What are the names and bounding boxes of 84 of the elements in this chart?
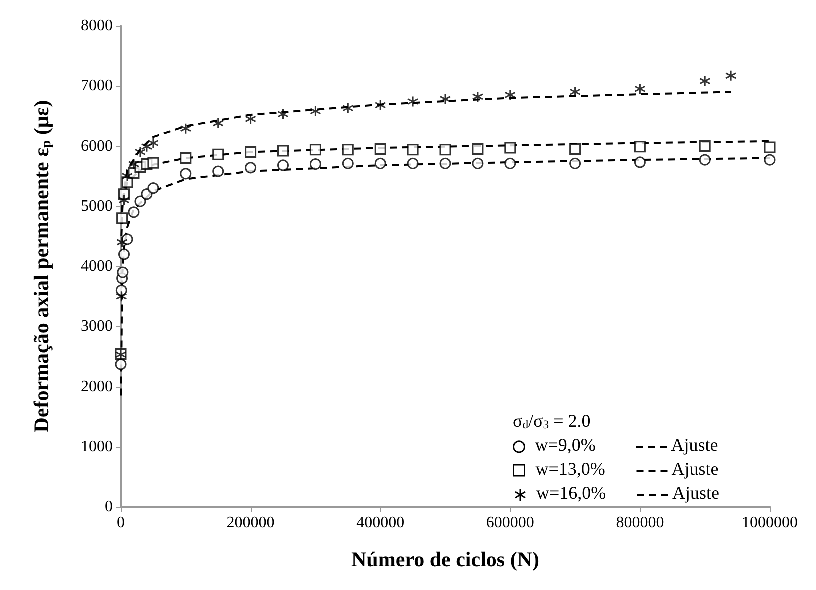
point bbox=[342, 144, 354, 156]
point bbox=[407, 144, 419, 156]
point bbox=[634, 141, 646, 153]
y-tick-label: 6000 bbox=[81, 138, 113, 155]
x-axis-title: Número de ciclos (N) bbox=[352, 548, 540, 572]
point bbox=[148, 157, 160, 169]
point bbox=[342, 102, 354, 114]
point bbox=[764, 142, 776, 154]
point bbox=[472, 144, 484, 156]
point bbox=[440, 158, 452, 170]
point bbox=[148, 182, 160, 194]
y-tick-label: 0 bbox=[105, 498, 113, 516]
point bbox=[725, 70, 737, 82]
point bbox=[115, 358, 127, 370]
point bbox=[570, 158, 582, 170]
point bbox=[634, 83, 646, 95]
legend-label: Ajuste bbox=[672, 459, 719, 479]
point bbox=[134, 196, 146, 208]
legend-label: Ajuste bbox=[671, 435, 718, 455]
point bbox=[141, 141, 153, 153]
point bbox=[472, 158, 484, 170]
y-tick-label: 5000 bbox=[81, 198, 113, 215]
point bbox=[117, 266, 129, 278]
point bbox=[440, 94, 452, 106]
point bbox=[118, 248, 130, 260]
point bbox=[116, 236, 128, 248]
legend-label: w=9,0% bbox=[535, 435, 596, 455]
point bbox=[472, 91, 484, 103]
y-tick-label: 7000 bbox=[81, 78, 113, 95]
point bbox=[699, 76, 711, 88]
x-tick-label: 200000 bbox=[226, 514, 275, 532]
point bbox=[180, 168, 192, 180]
point bbox=[504, 89, 516, 101]
x-tick-label: 800000 bbox=[616, 514, 664, 532]
legend-label: Ajuste bbox=[672, 483, 720, 503]
y-tick-label: 2000 bbox=[81, 378, 113, 396]
point bbox=[440, 144, 452, 156]
point bbox=[245, 146, 257, 158]
point bbox=[128, 206, 140, 218]
point bbox=[278, 108, 289, 120]
point bbox=[212, 118, 224, 130]
x-tick-label: 0 bbox=[117, 514, 125, 532]
point bbox=[570, 144, 582, 156]
point bbox=[122, 170, 134, 182]
point bbox=[374, 144, 386, 156]
x-tick-label: 1000000 bbox=[742, 514, 798, 532]
y-tick-label: 3000 bbox=[81, 318, 113, 336]
point bbox=[342, 158, 354, 170]
point bbox=[278, 145, 289, 157]
point bbox=[374, 158, 386, 170]
y-tick-label: 8000 bbox=[81, 18, 113, 34]
point bbox=[212, 166, 224, 178]
point bbox=[310, 144, 322, 156]
x-tick-label: 600000 bbox=[486, 514, 534, 532]
legend-label: w=16,0% bbox=[536, 483, 606, 503]
point bbox=[374, 100, 386, 112]
point bbox=[407, 158, 419, 170]
point bbox=[118, 194, 130, 206]
point bbox=[278, 160, 289, 172]
y-tick-label: 1000 bbox=[81, 438, 113, 456]
point bbox=[180, 123, 192, 135]
point bbox=[764, 154, 776, 166]
point bbox=[128, 158, 140, 170]
y-axis-title: Deformação axial permanente εp (με) bbox=[29, 100, 54, 433]
point bbox=[212, 148, 224, 160]
point bbox=[245, 113, 257, 125]
x-tick-label: 400000 bbox=[356, 514, 405, 532]
point bbox=[148, 137, 160, 149]
point bbox=[245, 162, 257, 174]
point bbox=[116, 212, 128, 224]
point bbox=[310, 158, 322, 170]
point bbox=[699, 140, 711, 152]
point bbox=[699, 154, 711, 166]
point bbox=[570, 86, 582, 98]
point bbox=[134, 146, 146, 158]
point bbox=[504, 142, 516, 154]
point bbox=[310, 106, 322, 118]
point bbox=[634, 156, 646, 168]
point bbox=[504, 158, 516, 170]
legend-label: w=13,0% bbox=[536, 459, 606, 479]
y-tick-label: 4000 bbox=[81, 258, 113, 275]
point bbox=[116, 290, 128, 302]
point bbox=[180, 152, 192, 164]
point bbox=[407, 96, 419, 108]
